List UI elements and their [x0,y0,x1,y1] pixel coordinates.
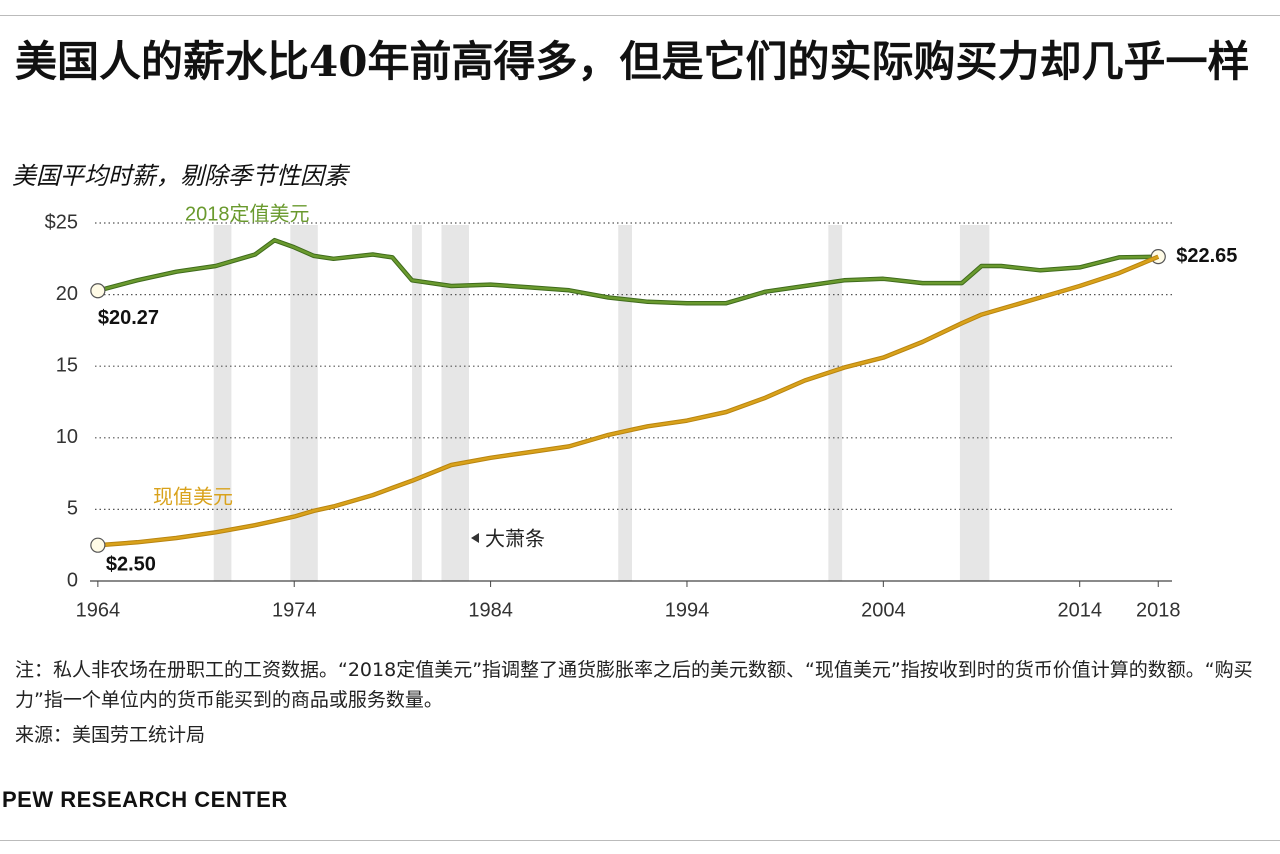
recession-band [213,225,232,581]
x-tick-label: 2014 [1057,599,1102,621]
y-tick-label: 0 [67,569,78,591]
annotation-arrow [471,533,479,543]
y-tick-label: 10 [56,426,78,448]
recession-label: 大萧条 [485,527,545,550]
source: 来源：美国劳工统计局 [15,724,206,746]
x-tick-label: 1974 [272,599,317,621]
recession-band [441,225,469,581]
x-tick-label: 2018 [1136,599,1181,621]
recession-band [959,225,990,581]
y-tick-label: 20 [56,283,78,305]
y-tick-label: 15 [56,354,78,376]
note: 注：私人非农场在册职工的工资数据。“2018定值美元”指调整了通货膨胀率之后的美… [15,659,1253,711]
recession-band [290,225,318,581]
recession-band [618,225,632,581]
x-tick-label: 1994 [665,599,710,621]
brand-logo: PEW RESEARCH CENTER [2,787,288,812]
y-tick-label: $25 [45,211,78,233]
endpoint-marker [90,537,106,553]
recession-band [828,225,843,581]
series-line [97,238,1159,305]
value-label: $2.50 [106,553,156,575]
x-tick-label: 1984 [468,599,513,621]
series-label: 2018定值美元 [185,202,310,225]
chart-subtitle: 美国平均时薪，剔除季节性因素 [12,162,348,190]
bottom-rule [0,840,1280,841]
top-rule [0,15,1280,16]
value-label: $22.65 [1176,245,1237,267]
x-tick-label: 1964 [76,599,121,621]
x-tick-label: 2004 [861,599,906,621]
value-label: $20.27 [98,307,159,329]
series-label: 现值美元 [153,485,233,508]
recession-band [412,225,422,581]
chart-title: 美国人的薪水比40年前高得多，但是它们的实际购买力却几乎一样 [15,37,1250,86]
endpoint-marker [90,283,106,299]
y-tick-label: 5 [67,498,78,520]
series-line [97,255,1159,547]
chart: 大萧条 $25 20 15 10 5 0 1964 1974 1984 1994 2004 2014 20… [45,202,1238,621]
